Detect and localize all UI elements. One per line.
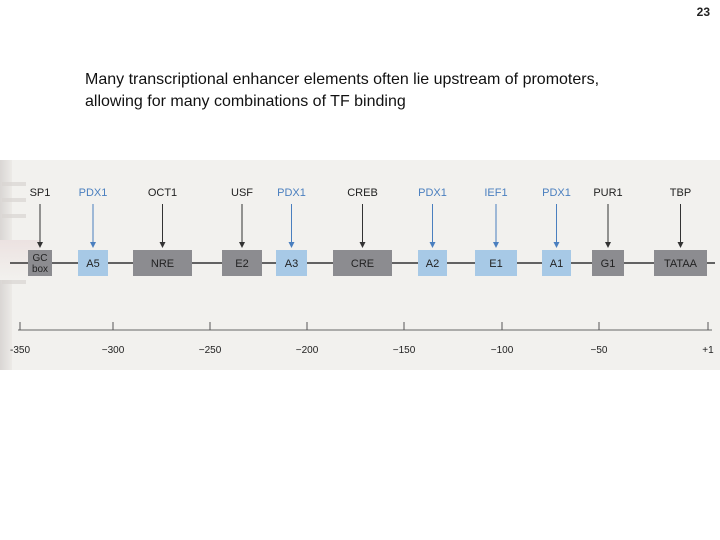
scale-tick-label: −300 xyxy=(102,345,125,356)
element-label: NRE xyxy=(151,258,174,270)
bleed-through-mark xyxy=(2,182,26,186)
tf-label: PDX1 xyxy=(79,187,108,199)
element-label: TATAA xyxy=(664,258,698,270)
arrow-head xyxy=(429,242,436,248)
element-label: E1 xyxy=(489,258,502,270)
arrow-head xyxy=(90,242,96,248)
scale-tick-label: −100 xyxy=(491,345,514,356)
tf-label: CREB xyxy=(347,187,378,199)
scale-tick-label: −200 xyxy=(296,345,319,356)
scale-tick-label: −50 xyxy=(591,345,608,356)
arrow-head xyxy=(605,242,611,248)
tf-label: SP1 xyxy=(30,187,51,199)
element-box xyxy=(475,250,517,276)
tf-label: TBP xyxy=(670,187,691,199)
element-box xyxy=(592,250,624,276)
element-label: A1 xyxy=(550,258,563,270)
element-box xyxy=(542,250,571,276)
slide-caption: Many transcriptional enhancer elements o… xyxy=(85,69,685,113)
bleed-through-mark xyxy=(2,214,26,218)
element-box xyxy=(222,250,262,276)
arrow-head xyxy=(239,242,245,248)
tf-label: PDX1 xyxy=(418,187,447,199)
bleed-through-mark xyxy=(2,198,26,202)
scale-tick-label: −150 xyxy=(393,345,416,356)
element-label: GC xyxy=(33,253,48,264)
arrow-head xyxy=(493,242,499,248)
element-label: A3 xyxy=(285,258,298,270)
tf-label: IEF1 xyxy=(484,187,507,199)
promoter-diagram: SP1 GC box PDX1 A5 OCT1 NRE USF E2 PDX1 A3 CREB CRE P… xyxy=(0,160,720,370)
tf-label: OCT1 xyxy=(148,187,177,199)
element-label: box xyxy=(32,264,48,275)
element-box xyxy=(418,250,447,276)
scale-tick-label: +1 xyxy=(702,345,714,356)
tf-label: PUR1 xyxy=(593,187,622,199)
tf-label: PDX1 xyxy=(277,187,306,199)
element-label: G1 xyxy=(601,258,616,270)
element-box xyxy=(333,250,392,276)
scale-tick-label: −250 xyxy=(199,345,222,356)
element-label: E2 xyxy=(235,258,248,270)
arrow-head xyxy=(553,242,560,248)
bleed-through-mark xyxy=(2,280,26,284)
element-box xyxy=(276,250,307,276)
scale-tick-label: -350 xyxy=(10,345,30,356)
element-box xyxy=(78,250,108,276)
arrow-head xyxy=(677,242,684,248)
caption-line-2: allowing for many combinations of TF bin… xyxy=(85,93,406,110)
arrow-head xyxy=(359,242,366,248)
arrow-head xyxy=(288,242,295,248)
element-box xyxy=(28,250,52,276)
slide-number: 23 xyxy=(696,5,710,19)
element-label: CRE xyxy=(351,258,374,270)
element-box xyxy=(133,250,192,276)
tf-label: USF xyxy=(231,187,253,199)
caption-line-1: Many transcriptional enhancer elements o… xyxy=(85,71,600,88)
element-label: A5 xyxy=(86,258,99,270)
element-box xyxy=(654,250,707,276)
tf-label: PDX1 xyxy=(542,187,571,199)
arrow-head xyxy=(37,242,43,248)
arrow-head xyxy=(159,242,166,248)
element-label: A2 xyxy=(426,258,439,270)
